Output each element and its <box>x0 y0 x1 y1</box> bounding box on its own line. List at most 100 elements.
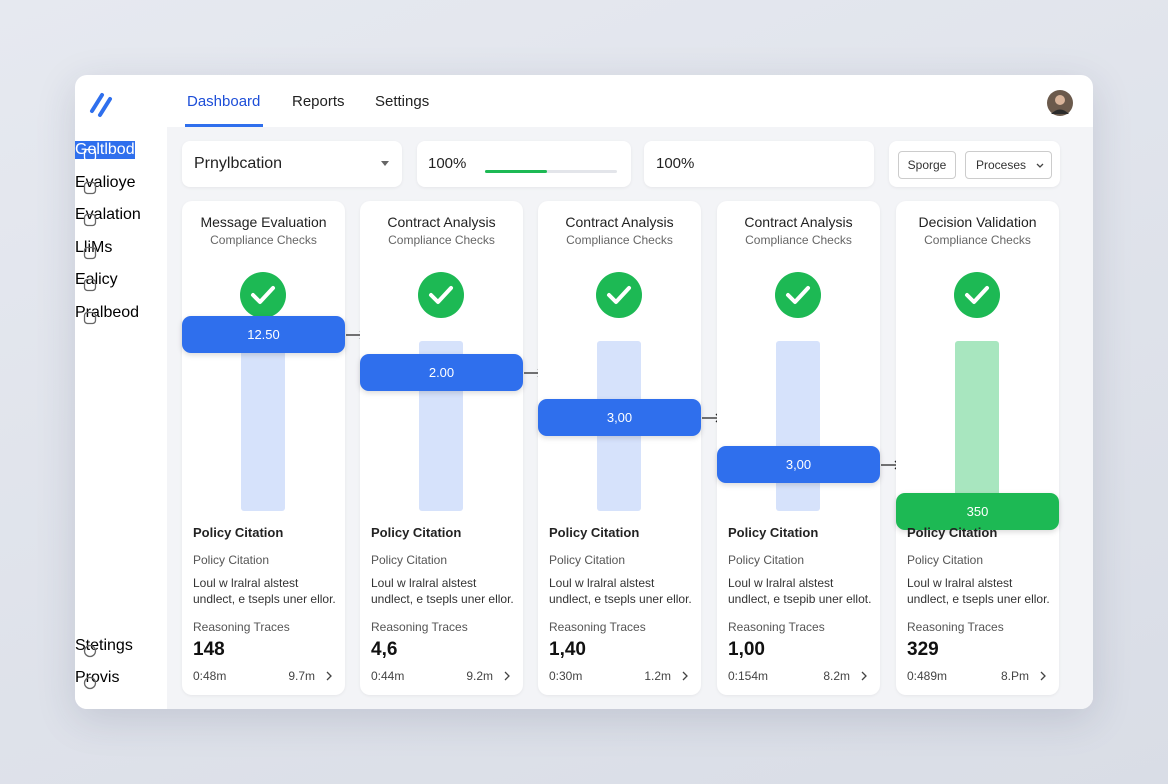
description: Loul w lralral alstest <box>907 576 1013 590</box>
sidebar-icon <box>83 311 97 325</box>
card-title: Contract Analysis <box>565 214 674 230</box>
sidebar-icon <box>83 181 97 195</box>
button[interactable]: Sporge <box>898 151 956 179</box>
card: Contract Analysis Compliance Checks 3,00 Po… <box>717 201 900 695</box>
description: undlect, e tsepls uner ellor. <box>549 592 692 606</box>
card: Contract Analysis Compliance Checks 2.00 Po… <box>360 201 543 695</box>
time: 0:44m <box>371 669 405 683</box>
size: 1.2m <box>644 669 671 683</box>
label: Policy Citation <box>193 553 270 567</box>
description: undlect, e tsepls uner ellor. <box>907 592 1050 606</box>
card-title: Decision Validation <box>918 214 1037 230</box>
sidebar-icon <box>83 148 97 162</box>
section-title: Policy Citation <box>371 525 462 540</box>
card: Message Evaluation Compliance Checks 12.50… <box>182 201 365 695</box>
logo <box>90 93 112 117</box>
chevron <box>325 671 333 681</box>
time: 0:48m <box>193 669 227 683</box>
metric-label: Reasoning Traces <box>549 620 646 634</box>
metric-label: Reasoning Traces <box>193 620 290 634</box>
sidebar-item[interactable]: Evalioye <box>75 174 135 195</box>
progress-fill <box>485 170 547 173</box>
progress-box: 100% <box>644 141 874 187</box>
caret <box>380 160 390 168</box>
description: Loul w lralral alstest <box>549 576 655 590</box>
bar <box>241 341 285 511</box>
tab-underline <box>185 124 263 127</box>
progress-value: 100% <box>428 155 467 172</box>
size: 9.7m <box>288 669 315 683</box>
time: 0:30m <box>549 669 583 683</box>
check-icon <box>596 272 642 318</box>
metric: 329 <box>907 639 939 660</box>
metric-label: Reasoning Traces <box>907 620 1004 634</box>
progress-value: 100% <box>656 155 695 172</box>
label: Policy Citation <box>549 553 626 567</box>
sidebar-item[interactable]: Pralbeod <box>75 304 139 325</box>
card-title: Message Evaluation <box>200 214 327 230</box>
sidebar-icon <box>83 246 97 260</box>
section-title: Policy Citation <box>907 525 998 540</box>
caret <box>1036 163 1044 169</box>
sidebar-item[interactable]: Provis <box>75 669 119 690</box>
select-value: Prnylbcation <box>194 155 283 172</box>
button[interactable]: Proceses <box>965 151 1052 179</box>
sidebar-item[interactable]: Ealicy <box>75 271 118 292</box>
time: 0:489m <box>907 669 948 683</box>
description: undlect, e tsepib uner ellot. <box>728 592 872 606</box>
select[interactable]: Prnylbcation <box>182 141 402 187</box>
metric-label: Reasoning Traces <box>728 620 825 634</box>
bar <box>955 341 999 511</box>
sidebar-icon <box>83 676 97 690</box>
progress-box: 100% <box>417 141 631 187</box>
card-subtitle: Compliance Checks <box>566 233 673 247</box>
card: Contract Analysis Compliance Checks 3,00 Po… <box>538 201 721 695</box>
sidebar-item[interactable]: Goltlbod <box>75 141 135 162</box>
value-pill: 3,00 <box>538 399 701 436</box>
size: 8.Pm <box>1000 669 1029 683</box>
label: Policy Citation <box>907 553 984 567</box>
description: undlect, e tsepls uner ellor. <box>193 592 336 606</box>
nav-tab[interactable]: Settings <box>375 93 430 110</box>
chevron <box>503 671 511 681</box>
section-title: Policy Citation <box>193 525 284 540</box>
sidebar-icon <box>83 644 97 658</box>
section-title: Policy Citation <box>728 525 819 540</box>
chevron <box>1039 671 1047 681</box>
card-subtitle: Compliance Checks <box>924 233 1031 247</box>
value-pill: 12.50 <box>182 316 345 353</box>
sidebar-item[interactable]: LliMs <box>75 239 112 260</box>
metric: 4,6 <box>371 639 398 660</box>
sidebar-item[interactable]: Stetings <box>75 637 133 658</box>
check-icon <box>418 272 464 318</box>
chevron <box>860 671 868 681</box>
card-title: Contract Analysis <box>387 214 496 230</box>
card-subtitle: Compliance Checks <box>388 233 495 247</box>
description: Loul w lralral alstest <box>728 576 834 590</box>
metric: 1,00 <box>728 639 765 660</box>
section-title: Policy Citation <box>549 525 640 540</box>
description: undlect, e tsepls uner ellor. <box>371 592 514 606</box>
avatar[interactable] <box>1046 89 1074 117</box>
time: 0:154m <box>728 669 769 683</box>
nav-tab[interactable]: Dashboard <box>187 93 261 110</box>
chevron <box>681 671 689 681</box>
bar <box>776 341 820 511</box>
label: Policy Citation <box>371 553 448 567</box>
check-icon <box>954 272 1000 318</box>
card-subtitle: Compliance Checks <box>210 233 317 247</box>
sidebar-icon <box>83 278 97 292</box>
value-pill: 3,00 <box>717 446 880 483</box>
value-pill: 350 <box>896 493 1059 530</box>
size: 9.2m <box>466 669 493 683</box>
card-subtitle: Compliance Checks <box>745 233 852 247</box>
progress-track <box>485 170 617 173</box>
label: Policy Citation <box>728 553 805 567</box>
nav-tab[interactable]: Reports <box>292 93 345 110</box>
metric-label: Reasoning Traces <box>371 620 468 634</box>
check-icon <box>775 272 821 318</box>
sidebar-item[interactable]: Evalation <box>75 206 141 227</box>
size: 8.2m <box>823 669 850 683</box>
button-box: Sporge Proceses <box>889 141 1060 187</box>
